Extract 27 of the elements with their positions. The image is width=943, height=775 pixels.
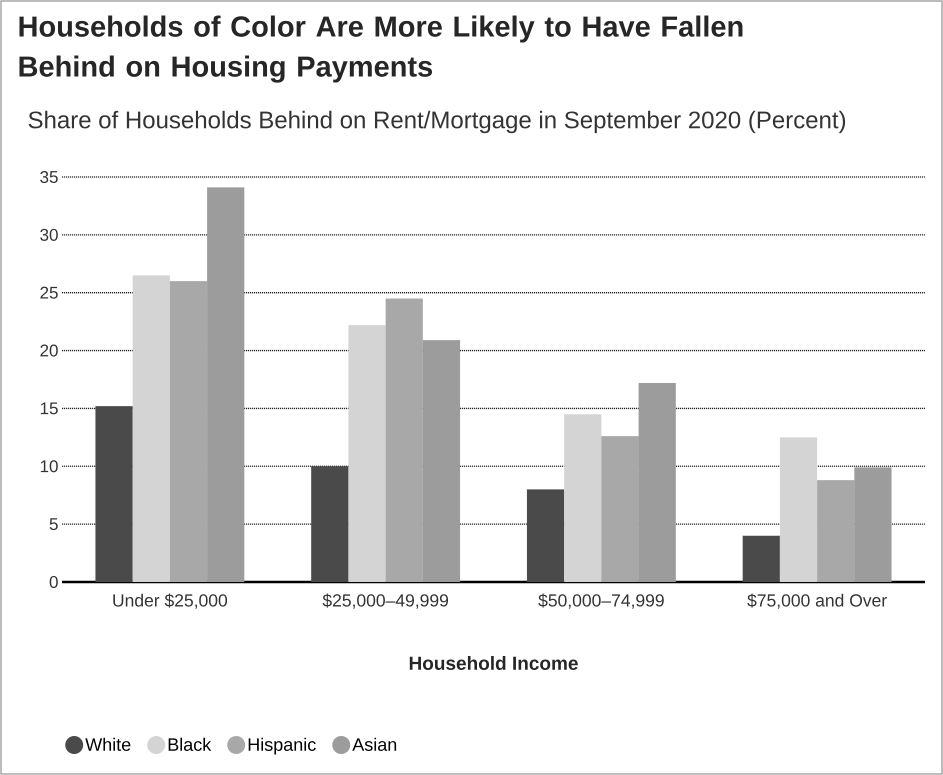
x-tick-label: $50,000–74,999 [538,594,664,609]
legend-label: Asian [352,738,396,751]
y-tick-label: 35 [40,170,58,184]
bar [564,414,602,582]
y-tick-label: 20 [40,344,58,357]
legend-label: White [85,738,130,751]
bar [526,489,564,582]
y-tick-label: 10 [40,460,58,472]
x-axis-title: Household Income [410,656,578,670]
legend-label: Hispanic [248,738,316,754]
bar [780,437,818,582]
y-tick-label: 25 [40,286,58,299]
y-tick-label: 30 [40,228,58,241]
bar [132,275,170,582]
bar [742,536,780,582]
x-tick-label: Under $25,000 [113,594,228,609]
bar [311,466,348,582]
x-tick-label: $75,000 and Over [747,594,887,609]
bar [348,325,386,582]
chart-subtitle: Share of Households Behind on Rent/Mortgage in September 2020 (Percent) [28,110,846,134]
y-tick-label: 15 [40,402,58,414]
x-tick-label: $25,000–49,999 [322,594,448,609]
legend-label: Black [168,738,212,751]
chart-title: Households of Color Are More Likely to Have Fallen Behind on Housing Payments [19,16,742,83]
bar [95,406,133,582]
y-tick-label: 5 [50,518,58,530]
y-tick-label: 0 [50,576,58,588]
